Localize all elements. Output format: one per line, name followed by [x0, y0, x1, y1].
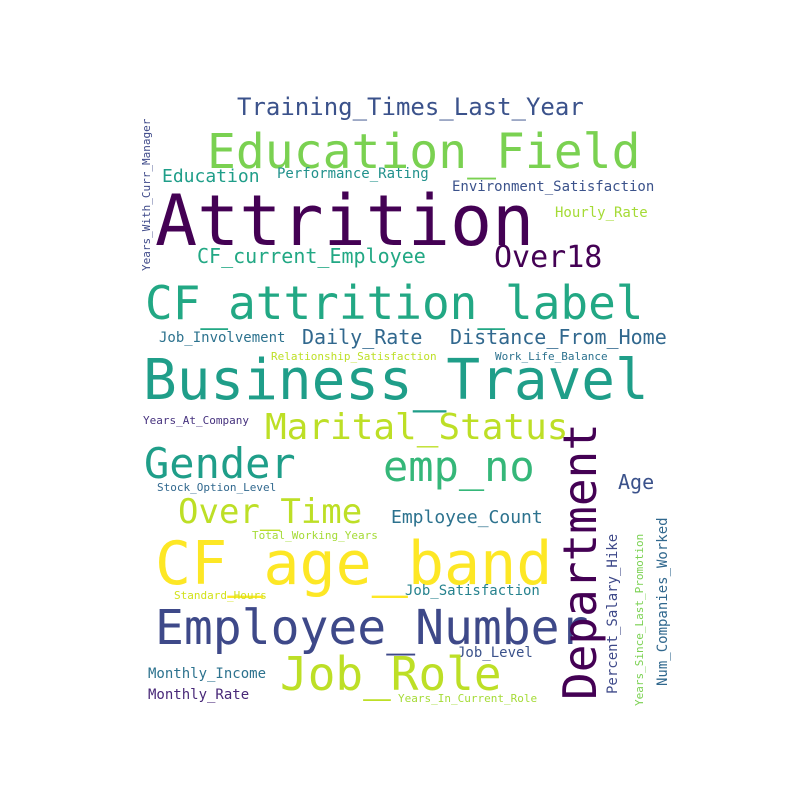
word-education-field: Education_Field: [207, 124, 641, 180]
word-employee-count: Employee_Count: [391, 507, 543, 528]
word-performance-rating: Performance_Rating: [277, 166, 429, 182]
word-years-since-last-promotion: Years_Since_Last_Promotion: [633, 533, 646, 706]
word-job-role: Job_Role: [280, 647, 502, 701]
word-monthly-rate: Monthly_Rate: [148, 687, 250, 703]
word-standard-hours: Standard_Hours: [174, 589, 267, 602]
word-employee-number: Employee_Number: [155, 600, 589, 656]
word-stock-option-level: Stock_Option_Level: [157, 481, 277, 494]
word-age: Age: [618, 470, 655, 494]
word-percent-salary-hike: Percent_Salary_Hike: [605, 533, 621, 694]
word-department: Department: [553, 423, 607, 700]
word-years-in-current-role: Years_In_Current_Role: [398, 692, 538, 705]
word-relationship-satisfaction: Relationship_Satisfaction: [271, 350, 437, 363]
word-job-level: Job_Level: [457, 645, 533, 661]
word-monthly-income: Monthly_Income: [148, 666, 267, 682]
word-cf-current-employee: CF_current_Employee: [197, 244, 426, 268]
word-training-times-last-year: Training_Times_Last_Year: [237, 93, 584, 121]
word-marital-status: Marital_Status: [265, 407, 569, 448]
word-total-working-years: Total_Working_Years: [252, 529, 378, 542]
word-cf-age-band: CF_age_band: [155, 529, 553, 599]
word-years-at-company: Years_At_Company: [143, 414, 249, 427]
word-job-involvement: Job_Involvement: [159, 330, 286, 346]
word-hourly-rate: Hourly_Rate: [555, 205, 648, 221]
word-cf-attrition-label: CF_attrition_label: [145, 276, 644, 330]
word-work-life-balance: Work_Life_Balance: [495, 350, 608, 363]
word-num-companies-worked: Num_Companies_Worked: [655, 517, 671, 686]
word-job-satisfaction: Job_Satisfaction: [405, 583, 540, 599]
word-attrition: Attrition: [155, 180, 535, 262]
word-over18: Over18: [494, 240, 603, 275]
word-daily-rate: Daily_Rate: [302, 325, 423, 349]
word-environment-satisfaction: Environment_Satisfaction: [452, 179, 655, 195]
word-distance-from-home: Distance_From_Home: [450, 325, 667, 349]
word-years-with-curr-manager: Years_With_Curr_Manager: [140, 118, 153, 271]
word-business-travel: Business_Travel: [143, 348, 649, 413]
word-gender: Gender: [144, 439, 296, 488]
word-education: Education: [162, 166, 260, 187]
word-emp-no: emp_no: [383, 442, 535, 491]
word-over-time: Over_Time: [178, 492, 363, 532]
